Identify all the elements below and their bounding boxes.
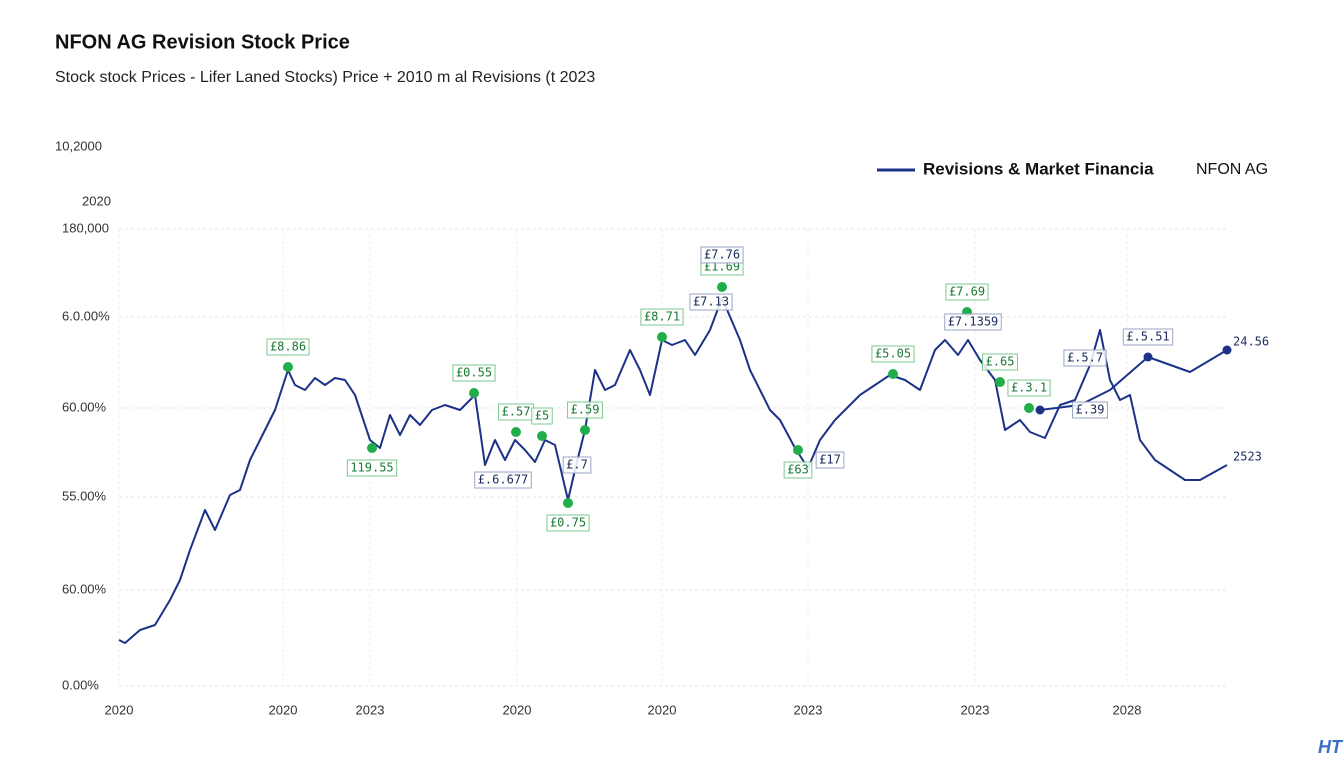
y-tick-label: 180,000 <box>62 220 109 235</box>
chart-subtitle: Stock stock Prices - Lifer Laned Stocks)… <box>55 69 595 86</box>
annotation-box <box>640 308 684 326</box>
annotation-box <box>944 313 1002 331</box>
annotation-box <box>783 461 813 479</box>
annotation-label: £7.13 <box>693 295 729 309</box>
annotation-label: £.3.1 <box>1011 381 1047 395</box>
chart-title: NFON AG Revision Stock Price <box>55 31 350 53</box>
annotation-box <box>1007 379 1051 397</box>
annotation-box <box>700 246 744 264</box>
annotation-marker <box>793 445 803 455</box>
annotation-box <box>474 471 532 489</box>
annotation-label: £8.71 <box>644 310 680 324</box>
annotation-box <box>546 514 590 532</box>
annotation-marker <box>469 388 479 398</box>
line-series <box>118 297 1228 644</box>
annotation-box <box>871 345 915 363</box>
annotation-box <box>1063 349 1107 367</box>
annotation-box <box>982 353 1018 371</box>
legend-label: NFON AG <box>1196 161 1268 178</box>
annotation-box <box>815 451 845 469</box>
point <box>1035 405 1045 415</box>
annotation-box <box>452 364 496 382</box>
annotation-marker <box>995 377 1005 387</box>
annotation-label: £8.86 <box>270 340 306 354</box>
legend-label: Revisions & Market Financia <box>923 159 1154 178</box>
annotation-marker <box>537 431 547 441</box>
point <box>1222 345 1232 355</box>
annotation-label: £7.1359 <box>948 315 999 329</box>
annotation-marker <box>888 369 898 379</box>
y-tick-label: 60.00% <box>62 399 107 414</box>
annotation-marker <box>563 498 573 508</box>
x-tick-label: 2020 <box>269 702 298 717</box>
annotation-box <box>1122 328 1174 346</box>
annotation-label: 119.55 <box>350 461 393 475</box>
x-tick-label: 2020 <box>503 702 532 717</box>
y-tick-label: 55.00% <box>62 488 107 503</box>
annotation-box <box>1072 401 1108 419</box>
x-tick-label: 2020 <box>648 702 677 717</box>
axis-note: 10,2000 <box>55 138 102 153</box>
annotation-label: £17 <box>819 453 841 467</box>
annotation-label: £.5.7 <box>1067 351 1103 365</box>
axis-note: 2020 <box>82 193 111 208</box>
annotation-marker <box>367 443 377 453</box>
annotation-label: £0.55 <box>456 366 492 380</box>
annotation-marker <box>511 427 521 437</box>
annotation-marker <box>717 282 727 292</box>
annotation-label: £.7 <box>566 458 588 472</box>
annotation-box <box>531 407 553 425</box>
annotation-label: £.65 <box>986 355 1015 369</box>
annotation-label: £5 <box>535 409 549 423</box>
watermark: HT <box>1318 737 1344 757</box>
annotation-label: 24.56 <box>1233 335 1269 349</box>
annotation-label: £.39 <box>1076 403 1105 417</box>
annotation-label: £.5.51 <box>1126 330 1169 344</box>
y-tick-label: 60.00% <box>62 581 107 596</box>
annotation-marker <box>657 332 667 342</box>
annotation-label: £7.76 <box>704 248 740 262</box>
annotation-label: £.57 <box>502 405 531 419</box>
annotation-label: £7.69 <box>949 285 985 299</box>
annotation-box <box>346 459 398 477</box>
annotation-box <box>945 283 989 301</box>
y-tick-label: 6.0.00% <box>62 308 110 323</box>
annotation-label: £63 <box>787 463 809 477</box>
annotation-marker <box>283 362 293 372</box>
x-tick-label: 2028 <box>1113 702 1142 717</box>
x-tick-label: 2023 <box>356 702 385 717</box>
x-tick-label: 2023 <box>961 702 990 717</box>
annotation-marker <box>580 425 590 435</box>
x-tick-label: 2020 <box>105 702 134 717</box>
annotation-marker <box>1024 403 1034 413</box>
point <box>1143 352 1153 362</box>
annotation-box <box>266 338 310 356</box>
annotation-box <box>689 293 733 311</box>
x-tick-label: 2023 <box>794 702 823 717</box>
y-tick-label: 0.00% <box>62 677 99 692</box>
annotation-box <box>567 401 603 419</box>
annotation-label: £0.75 <box>550 516 586 530</box>
annotation-label: 2523 <box>1233 450 1262 464</box>
annotation-box <box>562 456 592 474</box>
annotation-label: £.59 <box>571 403 600 417</box>
annotation-label: £.6.677 <box>478 473 529 487</box>
annotation-label: £5.05 <box>875 347 911 361</box>
